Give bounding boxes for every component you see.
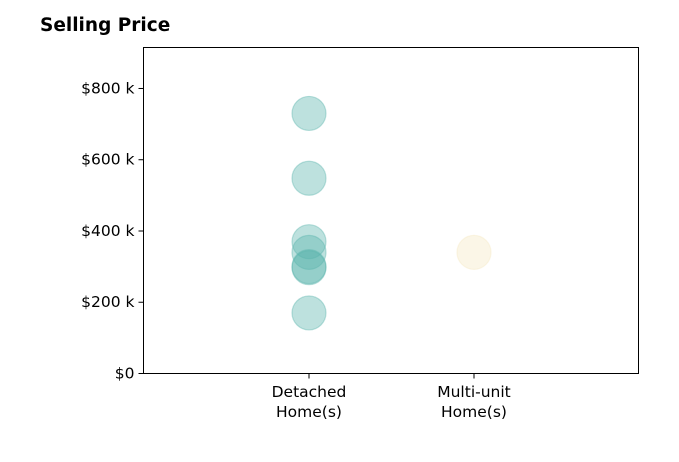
data-point: [291, 250, 327, 286]
y-tick-label: $400 k: [81, 222, 134, 240]
y-tick-label: $0: [115, 365, 135, 383]
y-tick-label: $200 k: [81, 293, 134, 311]
y-tick-label: $800 k: [81, 79, 134, 97]
data-point: [291, 295, 327, 331]
data-point: [291, 160, 327, 196]
plot-frame: [143, 47, 639, 374]
x-tick-label: Detached Home(s): [272, 383, 347, 421]
data-point: [291, 224, 327, 260]
x-axis: Detached Home(s) Multi-unit Home(s): [272, 373, 511, 421]
data-points: [291, 95, 492, 331]
data-point: [456, 234, 492, 270]
chart-title: Selling Price: [40, 15, 171, 36]
y-tick-label: $600 k: [81, 151, 134, 169]
data-point: [291, 95, 327, 132]
x-tick-label: Multi-unit Home(s): [437, 383, 511, 421]
y-axis: $0 $200 k $400 k $600 k $800 k: [81, 79, 144, 383]
data-point: [291, 249, 327, 285]
data-point: [291, 234, 327, 270]
